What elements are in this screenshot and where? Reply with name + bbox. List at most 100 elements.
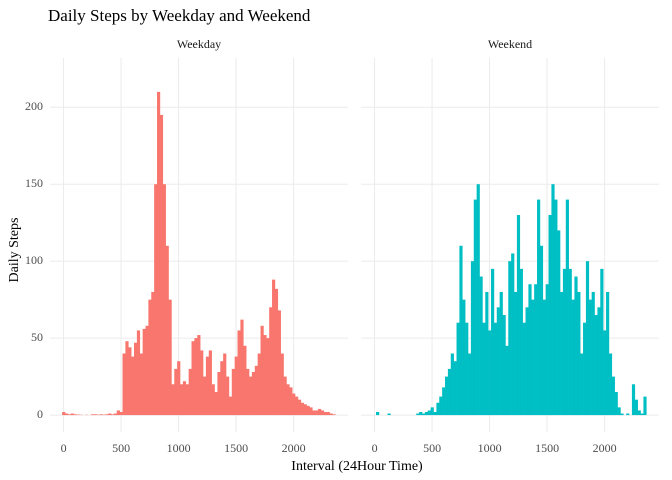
bar bbox=[505, 345, 509, 416]
bar bbox=[554, 199, 558, 416]
bar bbox=[626, 413, 630, 416]
bar bbox=[283, 376, 287, 416]
bar bbox=[191, 341, 195, 416]
x-tick-label: 2000 bbox=[282, 441, 306, 455]
bar bbox=[634, 399, 638, 416]
y-tick-label: 150 bbox=[25, 176, 43, 190]
bar bbox=[600, 268, 604, 416]
bar bbox=[62, 411, 66, 416]
bar bbox=[157, 91, 161, 416]
bar bbox=[617, 407, 621, 416]
bar bbox=[534, 284, 538, 416]
bar bbox=[145, 325, 149, 416]
bar bbox=[197, 335, 201, 416]
bar bbox=[603, 330, 607, 416]
bar bbox=[113, 413, 118, 416]
bar bbox=[148, 299, 152, 416]
bar bbox=[246, 368, 250, 416]
x-axis-label: Interval (24Hour Time) bbox=[291, 459, 423, 474]
bar bbox=[177, 361, 181, 416]
bar bbox=[257, 353, 261, 416]
bar bbox=[551, 184, 555, 416]
bar bbox=[249, 376, 253, 416]
bar bbox=[470, 261, 475, 416]
bar bbox=[320, 410, 325, 416]
bar bbox=[237, 330, 241, 416]
bar bbox=[286, 384, 290, 416]
bar bbox=[614, 391, 618, 416]
bar bbox=[591, 291, 595, 416]
facet-label: Weekend bbox=[488, 37, 532, 51]
bar bbox=[514, 291, 518, 416]
bar bbox=[588, 299, 592, 416]
bar bbox=[105, 414, 109, 416]
bar bbox=[251, 371, 256, 416]
bar bbox=[174, 368, 178, 416]
bar bbox=[297, 399, 302, 416]
bar bbox=[577, 291, 581, 416]
bar bbox=[194, 338, 198, 416]
bar bbox=[93, 414, 97, 416]
bar bbox=[205, 356, 210, 416]
bar bbox=[234, 356, 238, 416]
bar bbox=[122, 353, 126, 416]
bar bbox=[185, 384, 189, 416]
bar bbox=[318, 408, 322, 416]
bar bbox=[315, 410, 319, 416]
bar bbox=[223, 353, 227, 416]
bar bbox=[620, 413, 624, 416]
bar bbox=[329, 413, 333, 416]
bar bbox=[557, 230, 561, 416]
bar bbox=[427, 410, 431, 416]
bar bbox=[119, 411, 123, 416]
bar bbox=[211, 384, 215, 416]
bar bbox=[312, 410, 316, 416]
y-tick-label: 200 bbox=[25, 99, 43, 113]
bar bbox=[295, 396, 299, 416]
bar bbox=[309, 407, 313, 416]
y-tick-label: 100 bbox=[25, 253, 43, 267]
x-tick-label: 1000 bbox=[478, 441, 502, 455]
bar bbox=[560, 291, 564, 416]
bar bbox=[565, 199, 569, 416]
bar bbox=[231, 368, 235, 416]
bar bbox=[108, 413, 112, 416]
bar bbox=[465, 322, 469, 416]
bar bbox=[136, 330, 141, 416]
bar bbox=[516, 214, 521, 416]
bar bbox=[159, 114, 164, 416]
bar bbox=[479, 276, 483, 416]
bar bbox=[445, 376, 449, 416]
bar bbox=[537, 199, 541, 416]
x-tick-label: 0 bbox=[61, 441, 67, 455]
bar bbox=[142, 328, 146, 416]
bar bbox=[542, 299, 546, 416]
bar bbox=[217, 371, 221, 416]
bar bbox=[419, 411, 423, 416]
bar bbox=[73, 414, 77, 416]
bar bbox=[116, 410, 120, 416]
x-tick-label: 500 bbox=[423, 441, 441, 455]
bar bbox=[493, 322, 498, 416]
bar bbox=[272, 279, 276, 416]
bar bbox=[511, 253, 515, 416]
bar bbox=[254, 365, 258, 416]
bar bbox=[508, 261, 512, 416]
bar bbox=[640, 413, 644, 416]
bar bbox=[606, 291, 610, 416]
bar bbox=[203, 376, 207, 416]
bar bbox=[519, 268, 523, 416]
bar bbox=[168, 299, 172, 416]
bar bbox=[462, 299, 466, 416]
bar bbox=[585, 261, 590, 416]
bar bbox=[468, 353, 472, 416]
bar bbox=[289, 387, 293, 416]
bar bbox=[300, 402, 304, 416]
bar bbox=[502, 315, 506, 416]
bar bbox=[131, 356, 135, 416]
bar bbox=[580, 353, 584, 416]
bar bbox=[260, 325, 264, 416]
bar bbox=[473, 199, 477, 416]
bar bbox=[387, 413, 391, 416]
bar bbox=[439, 396, 443, 416]
